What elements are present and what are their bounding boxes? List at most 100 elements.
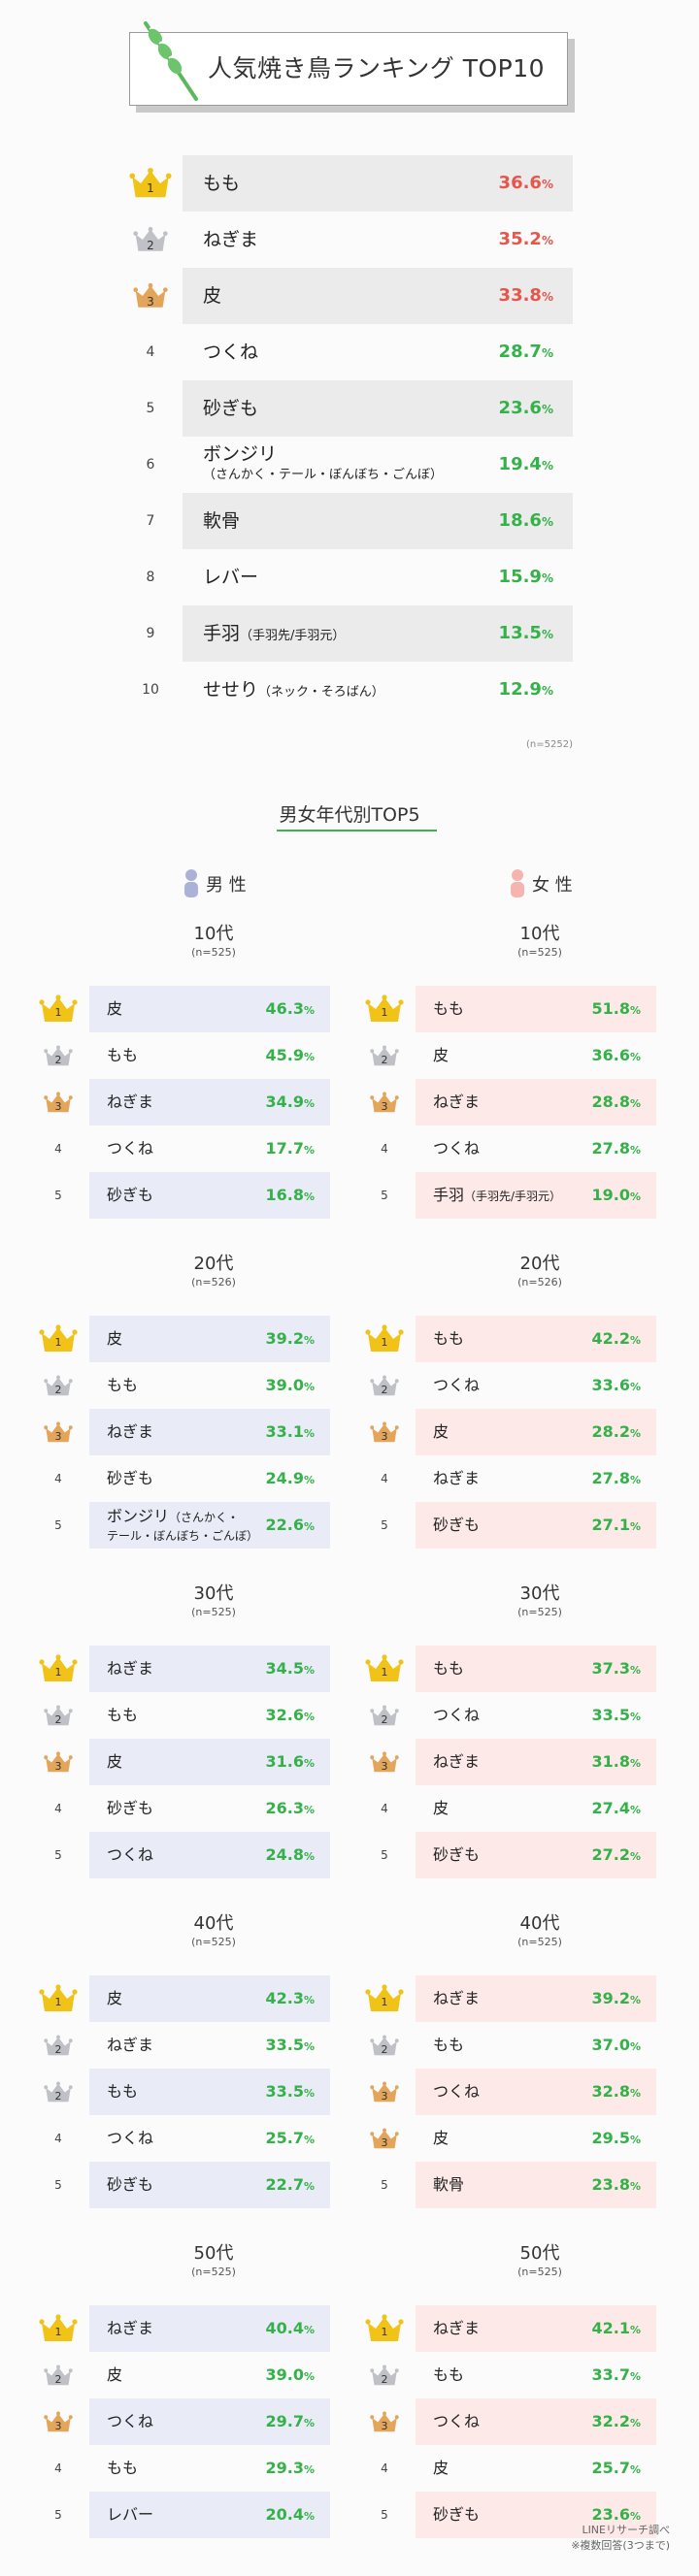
item-name: せせり（ネック・そろばん） <box>203 662 384 718</box>
item-name-text: レバー <box>107 2505 154 2524</box>
item-name-note: テール・ぼんぼち・ごんぼ） <box>107 1529 259 1543</box>
item-name-text: ねぎま <box>107 2319 154 2337</box>
rank-number: 3 <box>381 2420 388 2432</box>
item-percent: 23.6% <box>591 2492 641 2538</box>
item-percent: 34.9% <box>265 1079 315 1125</box>
item-name: ねぎま <box>107 1646 153 1692</box>
item-percent: 19.0% <box>591 1172 641 1219</box>
item-name: 軟骨 <box>433 2162 464 2208</box>
item-name-text: 皮 <box>433 2459 449 2477</box>
item-percent: 16.8% <box>265 1172 315 1219</box>
gold-crown-icon: 1 <box>39 1653 78 1684</box>
item-percent: 27.2% <box>591 1832 641 1878</box>
percent-value: 18.6 <box>498 510 542 531</box>
ranking-row: 8 レバー 15.9% <box>0 549 699 605</box>
item-name-text: 皮 <box>107 999 123 1018</box>
percent-unit: % <box>541 346 553 360</box>
item-name-text: 皮 <box>107 1989 123 2007</box>
item-name: 砂ぎも <box>433 1502 480 1549</box>
ranking-item: レバー 20.4% <box>89 2492 330 2538</box>
item-name-text: 手羽 <box>203 623 241 644</box>
female-ranking-row: 3 皮 29.5% <box>0 2115 699 2162</box>
rank-number: 5 <box>381 1189 388 1202</box>
percent-value: 45.9 <box>265 1046 304 1064</box>
male-ranking-row: 4 もも 29.3% <box>0 2445 699 2492</box>
percent-unit: % <box>303 1804 315 1816</box>
male-ranking-row: 1 ねぎま 40.4% <box>0 2305 699 2352</box>
item-percent: 28.8% <box>591 1079 641 1125</box>
item-name: つくね <box>433 2069 480 2115</box>
rank-number: 4 <box>381 1472 388 1485</box>
ranking-item: ねぎま 34.9% <box>89 1079 330 1125</box>
male-ranking-row: 5 ボンジリ（さんかく・ テール・ぼんぼち・ごんぼ） 22.6% <box>0 1502 699 1549</box>
male-ranking-row: 1 皮 39.2% <box>0 1316 699 1362</box>
rank-number: 5 <box>54 1518 62 1532</box>
item-percent: 22.6% <box>265 1502 315 1549</box>
rank-number: 8 <box>146 570 155 585</box>
item-name: つくね <box>107 1125 153 1172</box>
ranking-item: ねぎま 42.1% <box>416 2305 656 2352</box>
ranking-item: ボンジリ （さんかく・テール・ぼんぼち・ごんぼ） 19.4% <box>183 437 573 493</box>
item-name-text: つくね <box>433 2412 481 2430</box>
item-name-text: もも <box>107 1046 139 1064</box>
item-name-text: 皮 <box>107 2365 123 2384</box>
rank-number: 2 <box>54 2090 62 2103</box>
female-ranking-row: 5 手羽（手羽先/手羽元） 19.0% <box>0 1172 699 1219</box>
male-ranking-row: 3 ねぎま 33.1% <box>0 1409 699 1455</box>
percent-unit: % <box>629 1994 641 2006</box>
item-percent: 34.5% <box>265 1646 315 1692</box>
gold-crown-icon: 1 <box>39 2313 78 2344</box>
ranking-item: もも 45.9% <box>89 1032 330 1079</box>
ranking-item: つくね 32.8% <box>416 2069 656 2115</box>
item-name: つくね <box>107 2115 153 2162</box>
item-percent: 42.2% <box>591 1316 641 1362</box>
gold-crown-icon: 1 <box>39 994 78 1025</box>
item-name-text: ねぎま <box>433 1469 481 1487</box>
item-percent: 27.8% <box>591 1125 641 1172</box>
ranking-row: 2 ねぎま 35.2% <box>0 212 699 268</box>
item-name: ねぎま <box>107 2305 153 2352</box>
ranking-item: もも 36.6% <box>183 155 573 212</box>
item-percent: 33.6% <box>591 1362 641 1409</box>
item-name: 皮 <box>433 1785 449 1832</box>
item-name-text: ねぎま <box>433 1092 481 1111</box>
ranking-item: つくね 33.5% <box>416 1692 656 1739</box>
item-percent: 18.6% <box>499 493 553 549</box>
item-percent: 13.5% <box>499 605 553 662</box>
percent-unit: % <box>303 1994 315 2006</box>
ranking-item: 皮 46.3% <box>89 986 330 1032</box>
item-percent: 39.0% <box>265 2352 315 2398</box>
rank-number: 1 <box>381 1666 388 1679</box>
ranking-item: ねぎま 28.8% <box>416 1079 656 1125</box>
percent-unit: % <box>629 1190 641 1203</box>
percent-value: 28.2 <box>591 1422 630 1441</box>
rank-number: 3 <box>54 1100 62 1113</box>
female-age-heading: 50代 (n=525) <box>462 2239 617 2278</box>
percent-unit: % <box>303 2370 315 2383</box>
male-ranking-row: 2 もも 32.6% <box>0 1692 699 1739</box>
rank-number: 5 <box>54 2508 62 2522</box>
item-name-text: つくね <box>433 1139 481 1158</box>
ranking-item: 砂ぎも 26.3% <box>89 1785 330 1832</box>
silver-crown-icon: 2 <box>370 2364 399 2388</box>
percent-unit: % <box>541 459 553 473</box>
female-ranking-row: 1 もも 51.8% <box>0 986 699 1032</box>
item-percent: 36.6% <box>591 1032 641 1079</box>
male-age-heading: 40代 (n=525) <box>136 1909 291 1948</box>
item-percent: 37.3% <box>591 1646 641 1692</box>
rank-number: 5 <box>146 401 155 416</box>
gold-crown-icon: 1 <box>365 994 404 1025</box>
item-name: レバー <box>107 2492 153 2538</box>
footer-source: LINEリサーチ調べ <box>582 2524 670 2536</box>
ranking-item: もも 51.8% <box>416 986 656 1032</box>
rank-number: 2 <box>54 2043 62 2056</box>
ranking-item: ねぎま 31.8% <box>416 1739 656 1785</box>
item-name: 皮 <box>107 1739 122 1785</box>
rank-number: 1 <box>147 181 154 196</box>
item-name-text: 砂ぎも <box>107 1186 154 1204</box>
item-name-text: ボンジリ <box>107 1507 170 1525</box>
item-name-text: 砂ぎも <box>433 1845 481 1864</box>
male-age-heading: 30代 (n=525) <box>136 1580 291 1618</box>
gold-crown-icon: 1 <box>365 2313 404 2344</box>
sample-size: (n=525) <box>191 1606 236 1618</box>
